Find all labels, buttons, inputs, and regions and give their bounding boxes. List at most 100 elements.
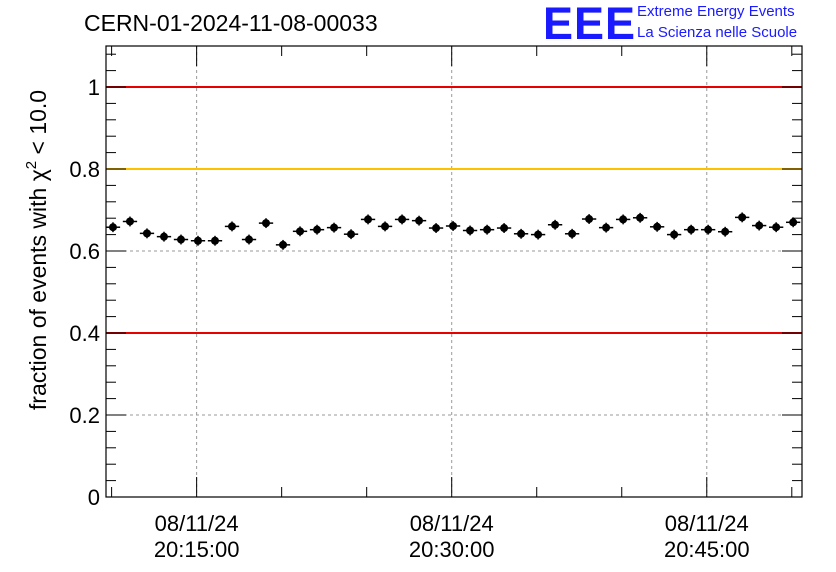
- data-marker: [670, 230, 679, 239]
- data-point: [258, 218, 274, 229]
- data-point: [530, 229, 546, 240]
- y-tick-label: 0.6: [69, 239, 100, 264]
- y-tick-label: 0.4: [69, 321, 100, 346]
- data-marker: [176, 235, 185, 244]
- data-point: [139, 228, 155, 239]
- data-point: [615, 214, 631, 225]
- data-marker: [789, 218, 798, 227]
- data-point: [377, 221, 393, 232]
- data-marker: [159, 232, 168, 241]
- data-point: [292, 226, 308, 237]
- reference-lines: [106, 86, 802, 334]
- data-marker: [108, 223, 117, 232]
- data-marker: [568, 229, 577, 238]
- data-marker: [228, 222, 237, 231]
- y-tick-label: 1: [88, 75, 100, 100]
- data-points: [105, 212, 801, 250]
- y-axis-label-tail: < 10.0: [25, 90, 51, 161]
- x-axis: 08/11/2420:15:0008/11/2420:30:0008/11/24…: [111, 46, 793, 562]
- plot-frame: [105, 45, 803, 498]
- data-marker: [772, 223, 781, 232]
- data-marker: [483, 225, 492, 234]
- data-point: [598, 222, 614, 233]
- data-point: [564, 228, 580, 239]
- y-axis-label-superscript: 2: [23, 161, 40, 169]
- data-point: [717, 226, 733, 237]
- data-point: [173, 234, 189, 245]
- data-point: [649, 221, 665, 232]
- data-marker: [330, 223, 339, 232]
- x-tick-label-time: 20:45:00: [664, 537, 750, 562]
- data-point: [632, 212, 648, 223]
- data-point: [122, 216, 138, 227]
- grid-lines: [106, 46, 802, 497]
- data-marker: [262, 219, 271, 228]
- data-marker: [398, 215, 407, 224]
- data-marker: [364, 215, 373, 224]
- y-tick-label: 0.8: [69, 157, 100, 182]
- x-tick-label-time: 20:15:00: [154, 537, 240, 562]
- chart-title: CERN-01-2024-11-08-00033: [84, 10, 378, 36]
- eee-logo-text: EEE: [543, 2, 636, 44]
- data-marker: [210, 236, 219, 245]
- data-point: [207, 235, 223, 246]
- data-marker: [619, 215, 628, 224]
- data-point: [326, 222, 342, 233]
- data-point: [309, 224, 325, 235]
- data-marker: [602, 223, 611, 232]
- data-point: [190, 235, 206, 246]
- data-point: [666, 229, 682, 240]
- y-axis-label-main: fraction of events with χ: [25, 169, 51, 410]
- x-tick-label-date: 08/11/24: [410, 511, 494, 536]
- data-marker: [142, 229, 151, 238]
- data-marker: [449, 221, 458, 230]
- y-tick-label: 0: [88, 485, 100, 510]
- data-marker: [279, 240, 288, 249]
- data-point: [360, 214, 376, 225]
- data-point: [275, 239, 291, 250]
- data-point: [513, 228, 529, 239]
- y-tick-label: 0.2: [69, 403, 100, 428]
- data-point: [394, 214, 410, 225]
- logo-subtitle-line2: La Scienza nelle Scuole: [637, 24, 798, 41]
- data-point: [700, 224, 716, 235]
- x-tick-label-time: 20:30:00: [409, 537, 495, 562]
- data-point: [411, 215, 427, 226]
- data-point: [241, 234, 257, 245]
- data-marker: [721, 227, 730, 236]
- data-marker: [517, 229, 526, 238]
- logo-subtitle-line1: Extreme Energy Events: [637, 3, 795, 20]
- data-point: [156, 231, 172, 242]
- y-axis: 0 0.2 0.4 0.6 0.8 1: [69, 53, 802, 510]
- data-marker: [551, 220, 560, 229]
- eee-logo: EEE: [543, 2, 636, 44]
- data-point: [683, 224, 699, 235]
- data-marker: [704, 225, 713, 234]
- data-marker: [585, 215, 594, 224]
- plot-area-border: [105, 45, 803, 498]
- data-marker: [432, 224, 441, 233]
- data-point: [752, 220, 767, 231]
- data-marker: [466, 226, 475, 235]
- data-marker: [381, 222, 390, 231]
- data-point: [479, 224, 495, 235]
- data-point: [105, 222, 121, 233]
- data-marker: [347, 230, 356, 239]
- data-marker: [313, 225, 322, 234]
- data-marker: [500, 224, 509, 233]
- data-point: [462, 225, 478, 236]
- data-point: [547, 219, 563, 230]
- data-marker: [415, 216, 424, 225]
- data-marker: [653, 222, 662, 231]
- x-tick-label-date: 08/11/24: [155, 511, 239, 536]
- data-marker: [534, 230, 543, 239]
- data-marker: [755, 221, 764, 230]
- data-point: [735, 212, 750, 223]
- x-tick-label-date: 08/11/24: [665, 511, 749, 536]
- data-point: [786, 217, 801, 228]
- data-point: [769, 222, 784, 233]
- data-marker: [125, 217, 134, 226]
- data-point: [445, 221, 461, 231]
- data-point: [496, 223, 512, 233]
- data-marker: [636, 213, 645, 222]
